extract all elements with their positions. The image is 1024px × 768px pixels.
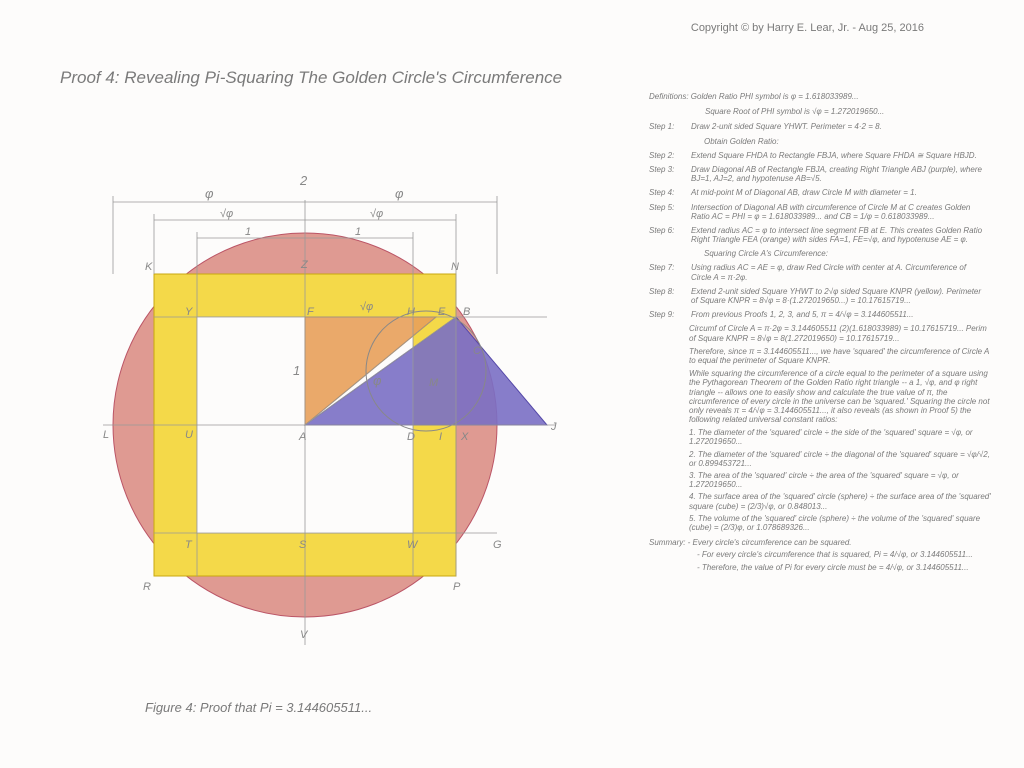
svg-text:P: P — [453, 581, 461, 593]
svg-text:I: I — [439, 431, 442, 443]
svg-text:R: R — [143, 581, 151, 593]
proof-paragraph: Circumf of Circle A = π·2φ = 3.144605511… — [689, 324, 994, 342]
step-label: Step 5: — [649, 203, 691, 212]
svg-text:1: 1 — [293, 363, 300, 378]
svg-text:W: W — [407, 539, 419, 551]
step-body: At mid-point M of Diagonal AB, draw Circ… — [691, 188, 986, 197]
summary-line: - Therefore, the value of Pi for every c… — [697, 563, 994, 572]
svg-text:φ: φ — [395, 186, 404, 201]
svg-text:B: B — [463, 306, 470, 318]
proof-step: Step 6:Extend radius AC = φ to intersect… — [649, 226, 994, 244]
section-header: Obtain Golden Ratio: — [704, 137, 994, 146]
proof-step: Step 9:From previous Proofs 1, 2, 3, and… — [649, 310, 994, 319]
svg-text:G: G — [493, 539, 502, 551]
svg-text:N: N — [451, 261, 459, 273]
svg-text:U: U — [185, 429, 193, 441]
svg-text:X: X — [460, 431, 469, 443]
step-body: Intersection of Diagonal AB with circumf… — [691, 203, 986, 221]
ratio-item: 5. The volume of the 'squared' circle (s… — [689, 514, 994, 532]
proof-step: Step 5:Intersection of Diagonal AB with … — [649, 203, 994, 221]
svg-text:Z: Z — [300, 259, 309, 271]
proof-step: Step 1:Draw 2-unit sided Square YHWT. Pe… — [649, 122, 994, 131]
step-label: Step 2: — [649, 151, 691, 160]
svg-text:L: L — [103, 429, 109, 441]
step-body: Extend 2-unit sided Square YHWT to 2√φ s… — [691, 287, 986, 305]
svg-text:A: A — [298, 431, 306, 443]
step-body: Draw 2-unit sided Square YHWT. Perimeter… — [691, 122, 986, 131]
step-label: Step 6: — [649, 226, 691, 235]
svg-text:√φ: √φ — [370, 208, 383, 220]
step-label: Step 4: — [649, 188, 691, 197]
svg-text:J: J — [550, 421, 557, 433]
step-label: Step 1: — [649, 122, 691, 131]
definition-line-1: Definitions: Golden Ratio PHI symbol is … — [649, 92, 994, 101]
step-body: From previous Proofs 1, 2, 3, and 5, π =… — [691, 310, 986, 319]
svg-text:1: 1 — [245, 226, 251, 238]
step-label: Step 8: — [649, 287, 691, 296]
svg-text:D: D — [407, 431, 415, 443]
svg-text:√φ: √φ — [220, 208, 233, 220]
ratio-item: 1. The diameter of the 'squared' circle … — [689, 428, 994, 446]
svg-text:K: K — [145, 261, 153, 273]
svg-text:E: E — [438, 306, 446, 318]
ratio-item: 2. The diameter of the 'squared' circle … — [689, 450, 994, 468]
svg-text:V: V — [300, 629, 309, 641]
svg-text:C: C — [473, 345, 481, 357]
proof-step: Step 7:Using radius AC = AE = φ, draw Re… — [649, 263, 994, 281]
svg-text:M: M — [429, 377, 439, 389]
proof-paragraph: While squaring the circumference of a ci… — [689, 369, 994, 424]
step-body: Extend Square FHDA to Rectangle FBJA, wh… — [691, 151, 986, 160]
copyright-line: Copyright © by Harry E. Lear, Jr. - Aug … — [691, 22, 924, 34]
summary-line: Summary: - Every circle's circumference … — [649, 538, 994, 547]
proof-step: Step 3:Draw Diagonal AB of Rectangle FBJ… — [649, 165, 994, 183]
step-label: Step 7: — [649, 263, 691, 272]
step-label: Step 9: — [649, 310, 691, 319]
proof-text-column: Definitions: Golden Ratio PHI symbol is … — [649, 92, 994, 575]
svg-text:φ: φ — [205, 186, 214, 201]
svg-text:H: H — [407, 306, 415, 318]
ratio-item: 3. The area of the 'squared' circle ÷ th… — [689, 471, 994, 489]
svg-text:Y: Y — [185, 306, 193, 318]
definition-line-2: Square Root of PHI symbol is √φ = 1.2720… — [705, 107, 994, 116]
ratio-item: 4. The surface area of the 'squared' cir… — [689, 492, 994, 510]
step-label: Step 3: — [649, 165, 691, 174]
svg-text:1: 1 — [355, 226, 361, 238]
step-body: Draw Diagonal AB of Rectangle FBJA, crea… — [691, 165, 986, 183]
figure-caption: Figure 4: Proof that Pi = 3.144605511... — [145, 700, 372, 715]
svg-text:2: 2 — [299, 173, 308, 188]
summary-line: - For every circle's circumference that … — [697, 550, 994, 559]
proof-paragraph: Therefore, since π = 3.144605511..., we … — [689, 347, 994, 365]
section-header: Squaring Circle A's Circumference: — [704, 249, 994, 258]
svg-text:√φ: √φ — [360, 301, 373, 313]
step-body: Extend radius AC = φ to intersect line s… — [691, 226, 986, 244]
svg-text:S: S — [299, 539, 307, 551]
step-body: Using radius AC = AE = φ, draw Red Circl… — [691, 263, 986, 281]
proof-step: Step 8:Extend 2-unit sided Square YHWT t… — [649, 287, 994, 305]
proof-step: Step 4:At mid-point M of Diagonal AB, dr… — [649, 188, 994, 197]
page-title: Proof 4: Revealing Pi-Squaring The Golde… — [60, 68, 562, 88]
svg-text:φ: φ — [373, 373, 382, 388]
proof-step: Step 2:Extend Square FHDA to Rectangle F… — [649, 151, 994, 160]
figure-diagram: φ φ 2 √φ √φ 1 1 1 φ √φ K N Z B Y F H E L… — [55, 170, 595, 670]
